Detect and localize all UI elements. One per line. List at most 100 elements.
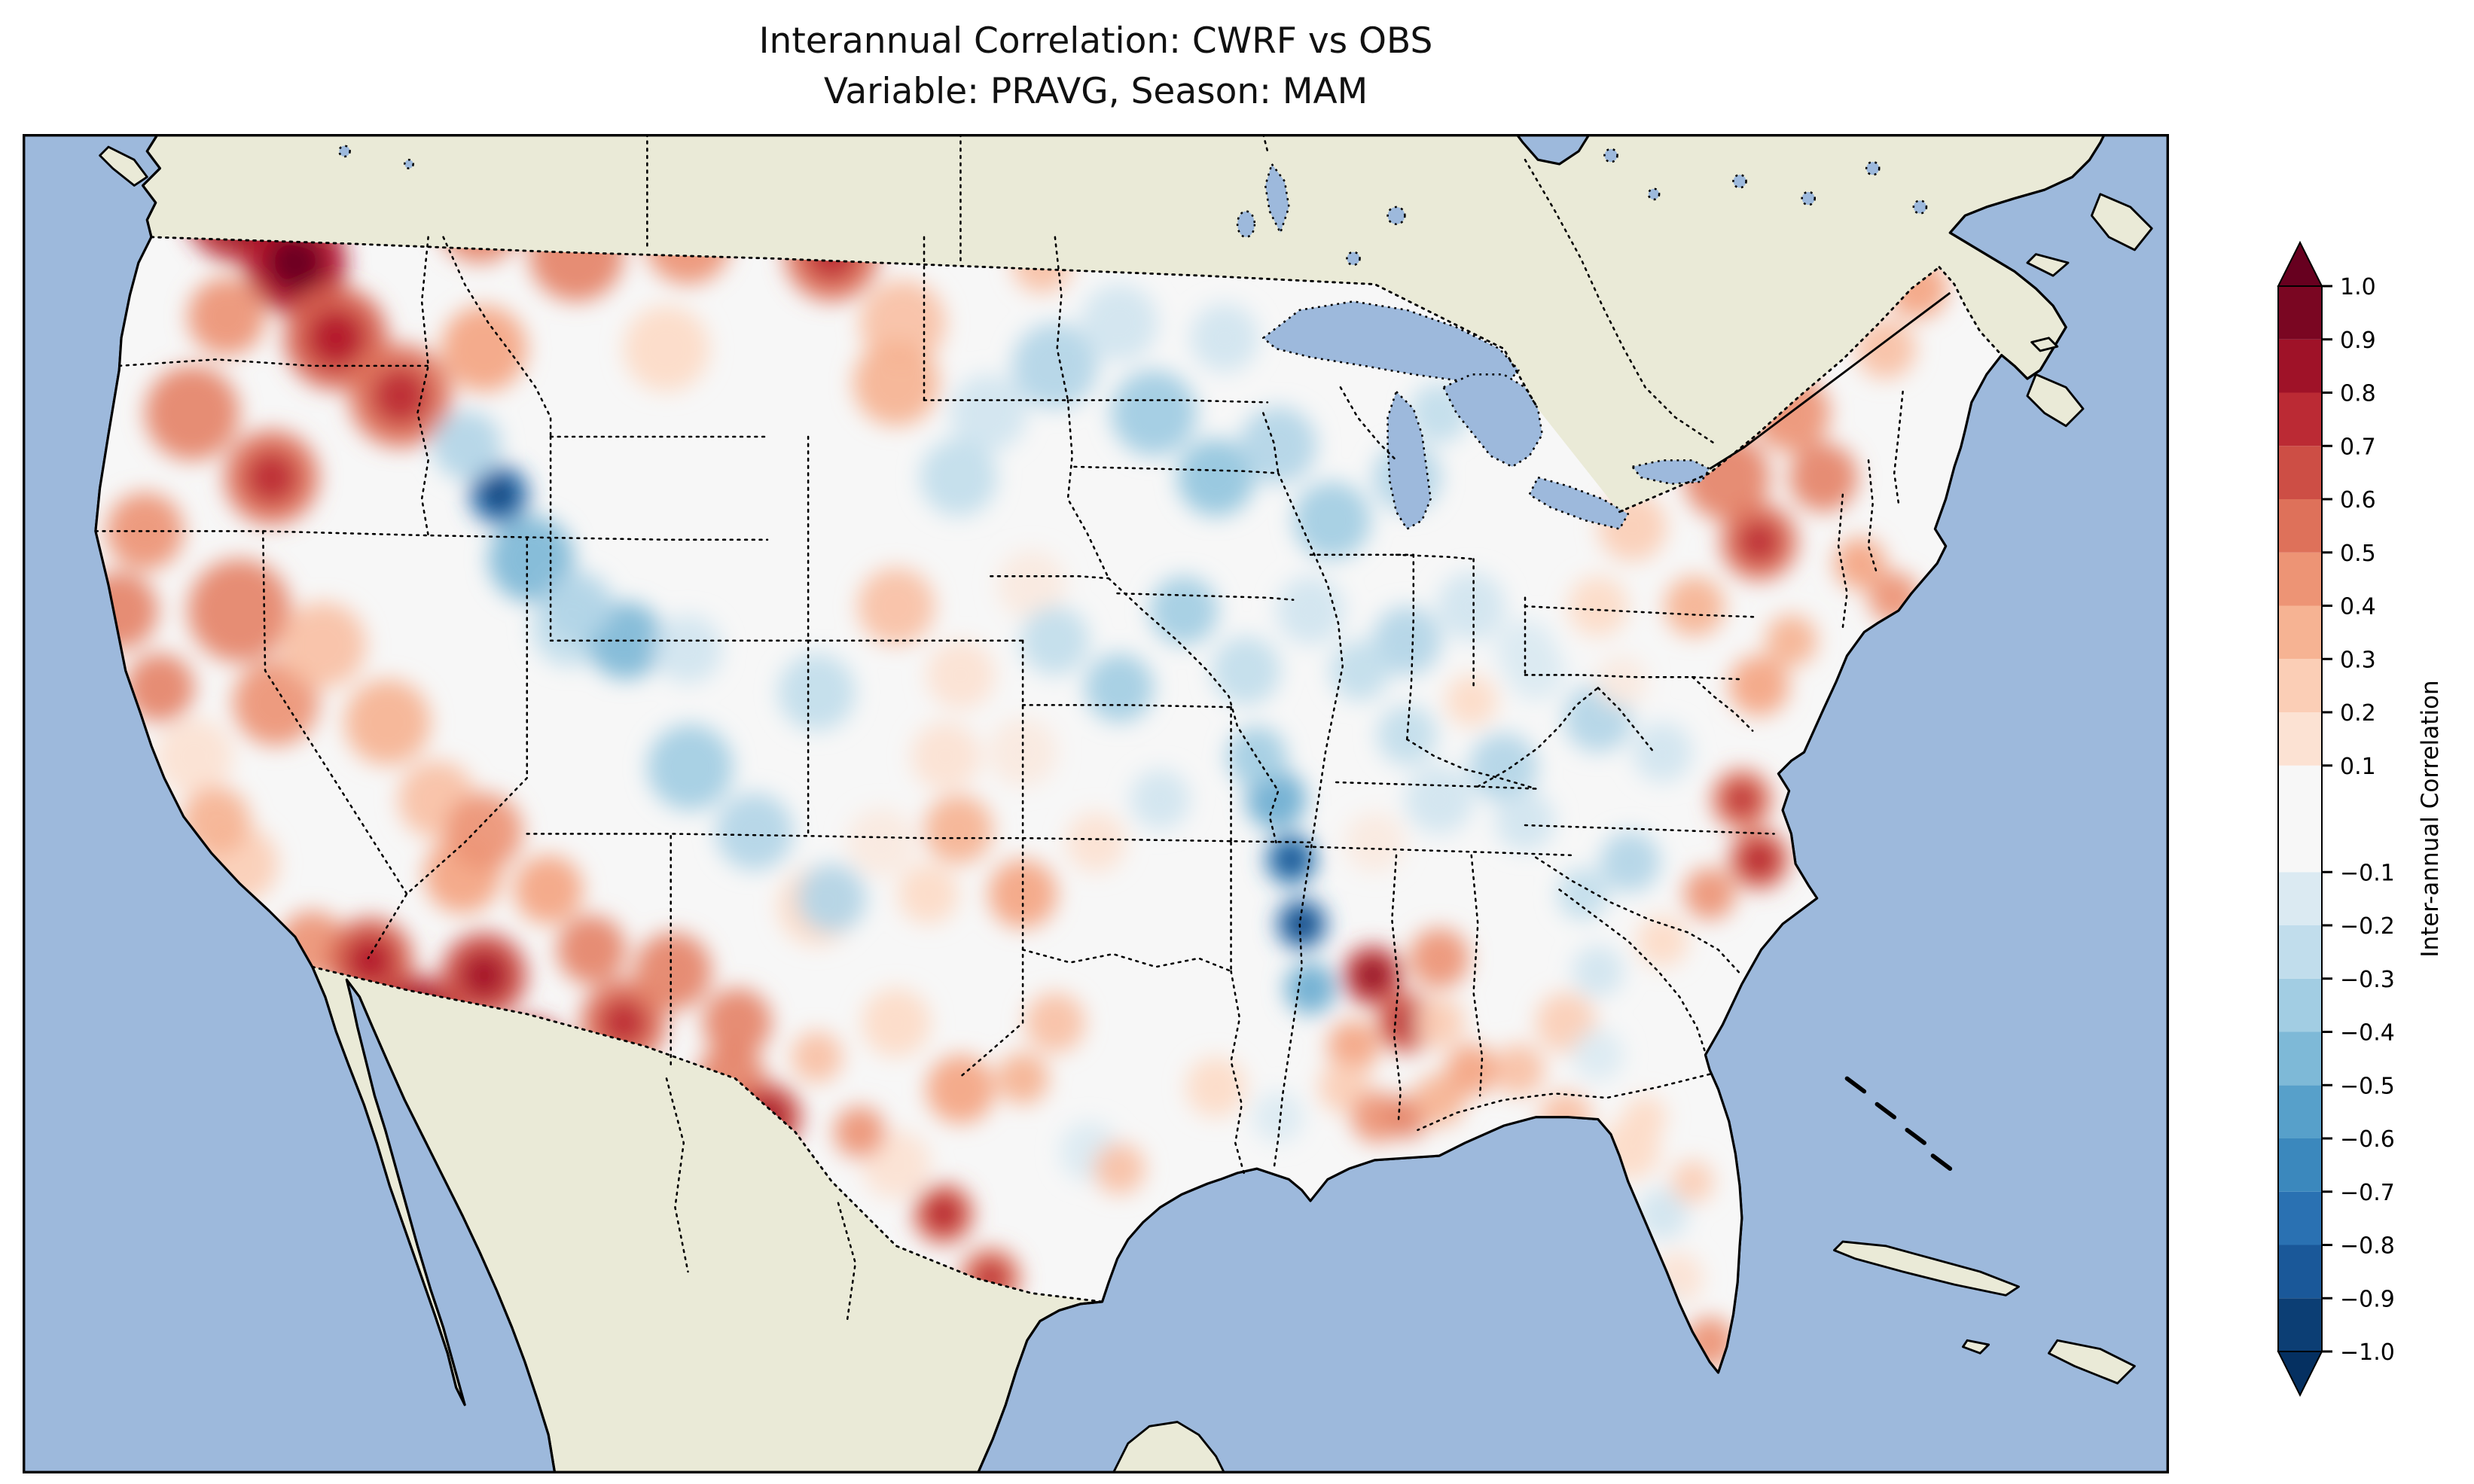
colorbar-tick-label: −1.0 (2340, 1339, 2395, 1366)
correlation-blob (920, 438, 997, 517)
state-border-line (1417, 1073, 1711, 1132)
correlation-blob (1081, 284, 1158, 362)
correlation-blob (1372, 606, 1441, 675)
correlation-blob (1405, 765, 1474, 834)
correlation-blob (1149, 576, 1219, 645)
correlation-blob (280, 602, 366, 688)
correlation-blob (529, 236, 624, 302)
correlation-blob (1319, 1061, 1371, 1114)
correlation-blob-core (267, 236, 324, 291)
correlation-blob (1505, 640, 1566, 701)
correlation-blob-core (926, 1197, 960, 1230)
colorbar-tick-label: 1.0 (2340, 274, 2376, 300)
colorbar: 1.0 0.9 0.8 0.7 0.6 0.5 0.4 0.3 0.2 0.1 −0.1 −0.2 −0… (2277, 240, 2444, 1397)
state-border-line (442, 236, 552, 438)
correlation-blob (1329, 640, 1390, 701)
colorbar-bin (2278, 925, 2322, 979)
st-lawrence-river (1709, 291, 1951, 470)
state-border-line (1395, 553, 1475, 560)
correlation-blob (188, 559, 291, 663)
state-border-line (1405, 553, 1415, 741)
jamaica (1961, 1339, 1990, 1354)
colorbar-bin (2278, 605, 2322, 660)
canadian-lake (1346, 251, 1361, 267)
correlation-blob (1600, 831, 1661, 892)
correlation-blob (1344, 812, 1405, 873)
us-mexico-border (311, 965, 1103, 1303)
lake-winnipeg (1264, 163, 1290, 234)
correlation-blob-core (599, 998, 648, 1047)
colorbar-tick-label: −0.7 (2340, 1180, 2395, 1206)
colorbar-bin (2278, 1138, 2322, 1192)
correlation-blob (106, 492, 184, 570)
correlation-blob (1664, 576, 1725, 637)
correlation-blob (1572, 945, 1624, 998)
correlation-blob (1409, 928, 1469, 989)
correlation-blob (1765, 614, 1817, 667)
correlation-blob (924, 795, 993, 864)
state-border-line (1867, 459, 1878, 575)
correlation-blob (847, 808, 916, 877)
canadian-lake (1647, 187, 1661, 201)
state-borders (94, 236, 1904, 1175)
colorbar-extend-min (2277, 1351, 2323, 1397)
correlation-blob (1632, 722, 1693, 782)
colorbar-tick-label: 0.4 (2340, 594, 2376, 620)
correlation-blob-core (460, 952, 508, 999)
correlation-blob (445, 793, 523, 870)
colorbar-tick-label: −0.2 (2340, 913, 2395, 940)
colorbar-tick-label: 0.9 (2340, 328, 2376, 354)
us-canada-border (1618, 266, 1941, 513)
colorbar-tick-label: −0.8 (2340, 1233, 2395, 1260)
state-border-line (1524, 824, 1775, 835)
correlation-blob (155, 718, 233, 796)
correlation-blob (1637, 915, 1688, 967)
yucatan (1112, 1421, 1226, 1473)
newfoundland (2090, 193, 2153, 251)
state-border-line (1534, 856, 1743, 977)
islands (99, 145, 2153, 1473)
correlation-blob (1094, 1142, 1145, 1195)
correlation-blob-core (246, 451, 298, 504)
state-border-line (1339, 386, 1398, 462)
correlation-blob (996, 1053, 1049, 1105)
correlation-blob (1413, 997, 1466, 1049)
correlation-blob-core (371, 367, 429, 425)
colorbar-bin (2278, 1298, 2322, 1351)
correlation-blob (647, 724, 734, 811)
state-border-line (94, 530, 769, 541)
colorbar-bin (2278, 978, 2322, 1032)
state-border-line (1066, 399, 1110, 580)
correlation-blob (188, 278, 266, 355)
correlation-blob (1239, 407, 1317, 484)
correlation-blob (715, 793, 794, 870)
colorbar-tick-label: −0.1 (2340, 860, 2395, 886)
bahamas (1844, 1076, 1953, 1172)
colorbar-tick-label: −0.3 (2340, 967, 2395, 993)
province-border-line (1524, 158, 1716, 444)
correlation-blob (125, 653, 194, 723)
anticosti-island (2026, 253, 2070, 277)
colorbar-tick-label: −0.5 (2340, 1073, 2395, 1099)
correlation-blob-core (1742, 843, 1776, 876)
colorbar-bin (2278, 712, 2322, 766)
correlation-blob (557, 915, 626, 984)
colorbar-tick-label: −0.9 (2340, 1286, 2395, 1312)
great-lakes (338, 145, 1928, 530)
state-border-line (117, 358, 429, 367)
correlation-blob (1011, 322, 1098, 409)
colorbar-bin (2278, 286, 2322, 340)
state-border-line (1524, 674, 1741, 681)
correlation-blob (778, 653, 856, 731)
correlation-blob-core (1277, 845, 1306, 874)
correlation-blob (432, 410, 502, 480)
us-canada-border (1938, 266, 2003, 357)
state-border-line (261, 530, 408, 895)
correlation-blob (634, 932, 712, 1010)
state-border-line (1116, 592, 1295, 601)
colorbar-tick-label: 0.8 (2340, 381, 2376, 407)
correlation-blob (926, 1055, 996, 1124)
state-border-line (416, 236, 429, 537)
correlation-blob (857, 567, 935, 645)
international-borders (150, 134, 2003, 1324)
